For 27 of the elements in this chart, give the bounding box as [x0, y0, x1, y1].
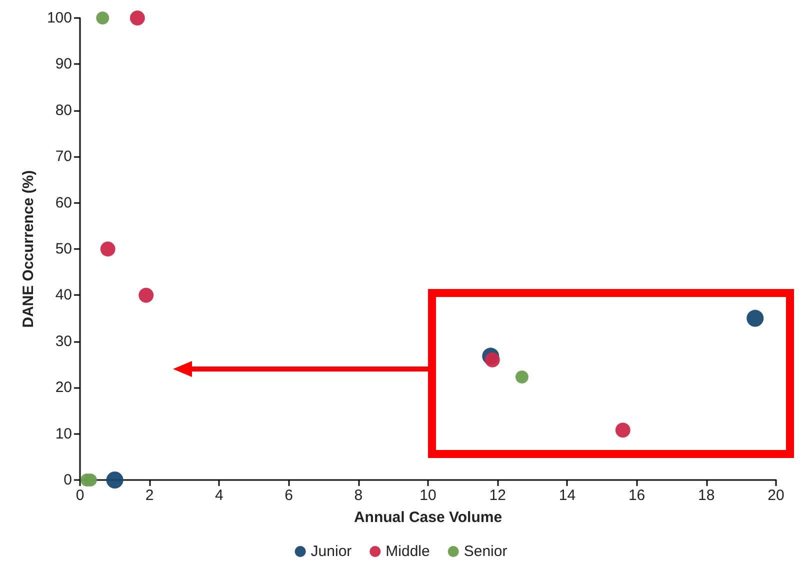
legend-label: Middle	[386, 543, 430, 560]
x-axis-title: Annual Case Volume	[354, 509, 502, 526]
x-tick-label: 20	[768, 487, 784, 504]
y-tick-label: 60	[55, 194, 72, 212]
y-tick-label: 100	[46, 10, 72, 26]
y-axis-title: DANE Occurrence (%)	[20, 170, 37, 328]
x-tick-label: 4	[215, 487, 224, 504]
y-tick-label: 40	[55, 286, 72, 304]
x-tick-label: 6	[284, 487, 293, 504]
y-tick-label: 10	[55, 425, 72, 442]
x-tick-label: 2	[145, 487, 154, 504]
y-tick-label: 80	[55, 102, 72, 119]
y-tick-label: 50	[55, 240, 72, 258]
x-tick-label: 8	[354, 487, 363, 504]
x-tick-label: 12	[489, 487, 506, 504]
x-tick-label: 18	[698, 487, 715, 504]
x-tick-label: 10	[420, 487, 436, 504]
legend-label: Junior	[310, 543, 352, 560]
y-tick-label: 20	[55, 379, 72, 396]
y-tick-label: 70	[55, 148, 72, 166]
x-tick-label: 0	[76, 487, 84, 504]
y-tick-label: 0	[64, 472, 72, 488]
y-tick-label: 30	[55, 332, 72, 350]
x-tick-label: 14	[558, 487, 576, 504]
x-tick-label: 16	[628, 487, 646, 504]
y-tick-label: 90	[55, 56, 72, 73]
legend-label: Senior	[464, 543, 508, 560]
